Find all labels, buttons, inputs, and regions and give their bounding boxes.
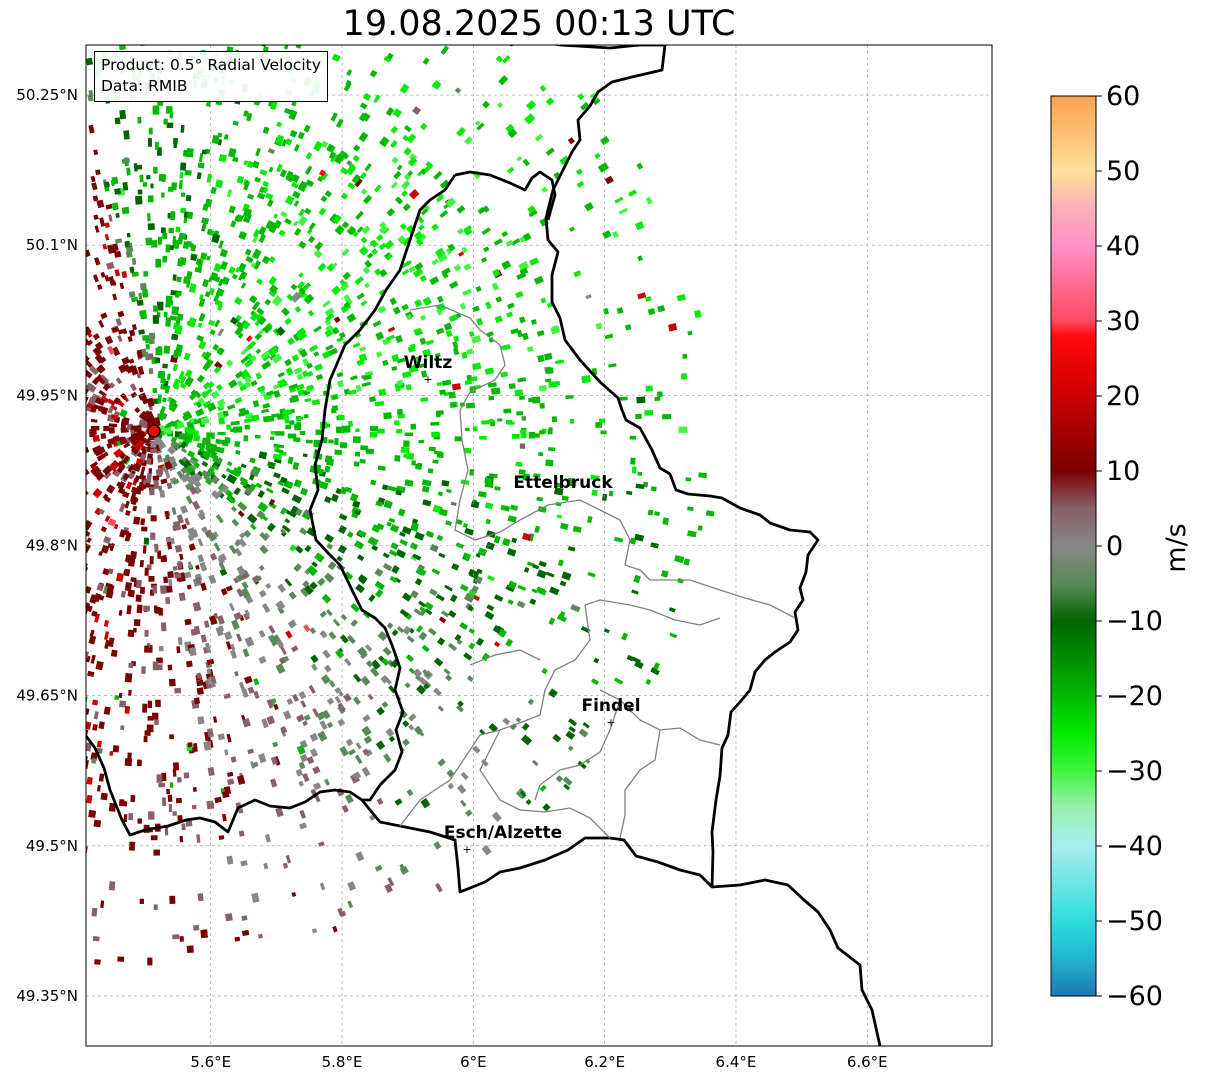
latitude-axis: 50.25°N 50.1°N 49.95°N 49.8°N 49.65°N 49.5°N 4… (16, 86, 78, 1005)
colorbar: 60 50 40 30 20 10 0 −10 −20 −30 −40 −50 −60 m/s (1050, 81, 1192, 1012)
city-label: Wiltz (404, 353, 453, 373)
lon-tick-label: 5.6°E (190, 1053, 231, 1071)
city-marker-icon: + (423, 373, 432, 386)
colorbar-unit-label: m/s (1161, 523, 1192, 572)
lat-tick-label: 50.1°N (26, 236, 78, 254)
colorbar-tick-label: −30 (1106, 756, 1163, 787)
longitude-axis: 5.6°E 5.8°E 6°E 6.2°E 6.4°E 6.6°E (190, 1053, 887, 1071)
lon-tick-label: 6.6°E (847, 1053, 888, 1071)
city-findel: Findel + (581, 696, 640, 729)
city-label: Ettelbruck (513, 473, 613, 493)
map-title: 19.08.2025 00:13 UTC (342, 4, 736, 44)
country-border-east (711, 878, 882, 1046)
colorbar-tick-label: −20 (1106, 681, 1163, 712)
colorbar-scale (1050, 95, 1097, 997)
city-wiltz: Wiltz + (404, 353, 453, 386)
country-border-north (308, 170, 557, 802)
lat-tick-label: 49.65°N (16, 687, 78, 705)
lon-tick-label: 6°E (460, 1053, 487, 1071)
lon-tick-label: 6.2°E (584, 1053, 625, 1071)
country-border-luxembourg (86, 45, 820, 894)
city-ettelbruck: Ettelbruck (513, 473, 613, 493)
colorbar-tick-label: 10 (1106, 456, 1140, 487)
colorbar-tick-label: −40 (1106, 831, 1163, 862)
lat-tick-label: 49.5°N (26, 837, 78, 855)
city-label: Esch/Alzette (444, 823, 562, 843)
lat-tick-label: 49.95°N (16, 386, 78, 404)
lat-tick-label: 50.25°N (16, 86, 78, 104)
colorbar-tick-label: 0 (1106, 531, 1123, 562)
lon-tick-label: 6.4°E (716, 1053, 757, 1071)
lat-tick-label: 49.35°N (16, 987, 78, 1005)
canton-boundaries (399, 304, 796, 839)
colorbar-tick-label: 40 (1106, 231, 1140, 262)
city-label: Findel (581, 696, 640, 716)
city-esch-alzette: Esch/Alzette + (444, 823, 562, 856)
city-marker-icon: + (606, 716, 615, 729)
colorbar-tick-label: 20 (1106, 381, 1140, 412)
colorbar-tick-label: −10 (1106, 606, 1163, 637)
radar-echoes (86, 45, 715, 966)
colorbar-tick-label: 60 (1106, 81, 1140, 112)
product-info-box: Product: 0.5° Radial Velocity Data: RMIB (94, 51, 328, 102)
colorbar-tick-label: −50 (1106, 906, 1163, 937)
city-marker-icon: + (462, 843, 471, 856)
colorbar-tick-label: 50 (1106, 156, 1140, 187)
lat-tick-label: 49.8°N (26, 537, 78, 555)
radar-site-marker (147, 424, 161, 438)
lon-tick-label: 5.8°E (322, 1053, 363, 1071)
colorbar-ticks: 60 50 40 30 20 10 0 −10 −20 −30 −40 −50 −60 (1096, 81, 1163, 1012)
colorbar-tick-label: −60 (1106, 981, 1163, 1012)
plot-frame (85, 44, 993, 1047)
data-source-label: Data: RMIB (101, 77, 188, 95)
product-label: Product: 0.5° Radial Velocity (101, 56, 321, 74)
colorbar-tick-label: 30 (1106, 306, 1140, 337)
